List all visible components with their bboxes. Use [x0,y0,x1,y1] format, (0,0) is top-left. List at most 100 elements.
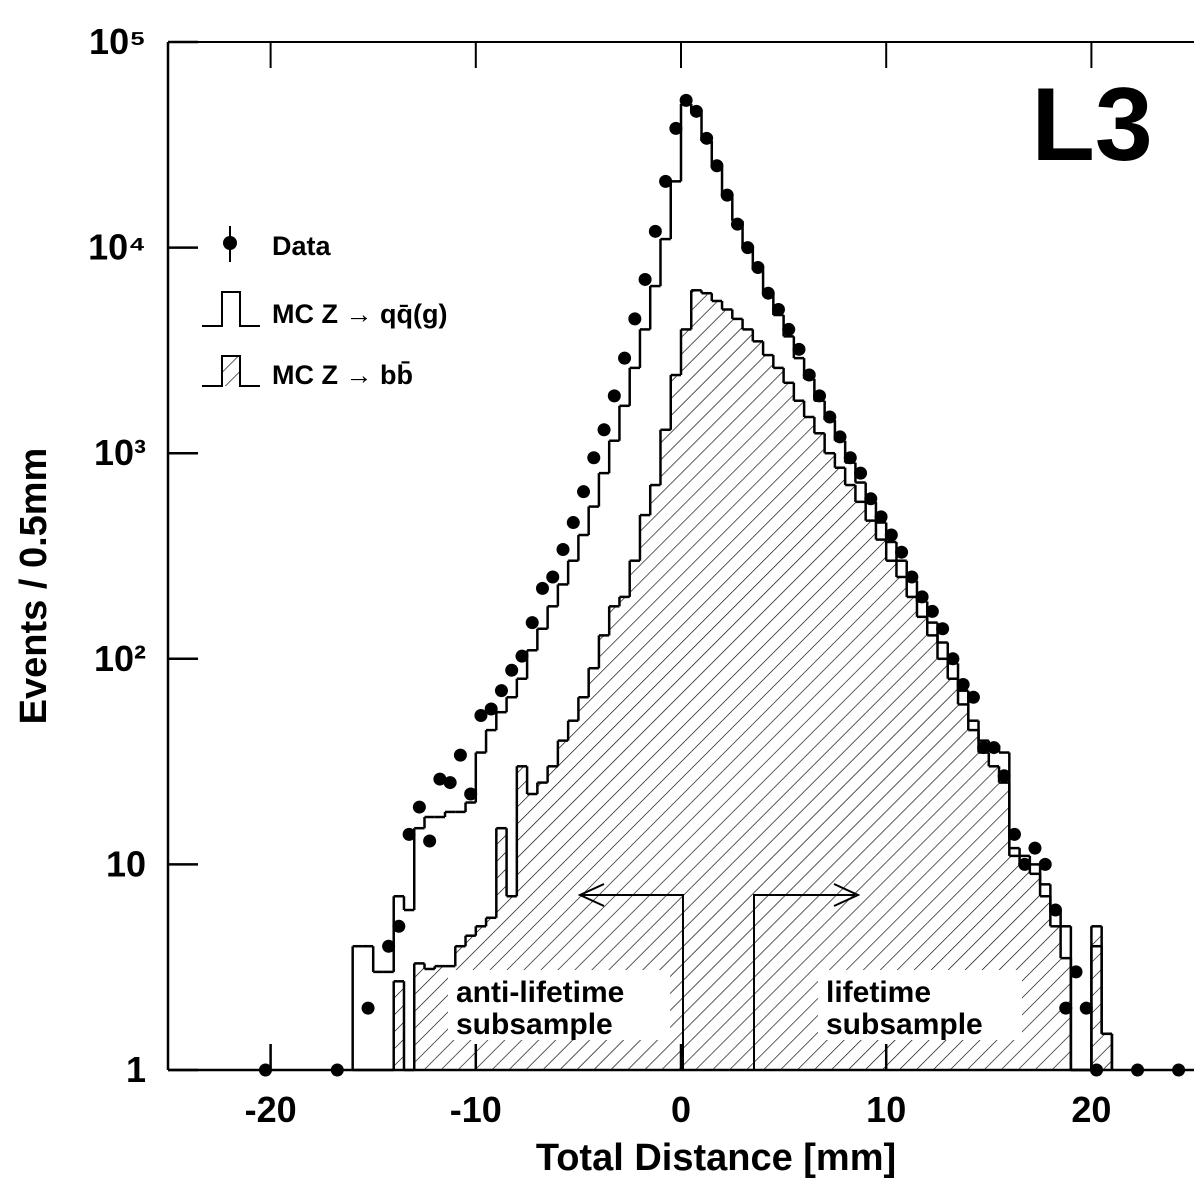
bar [1019,864,1030,1070]
bar [886,560,897,1070]
data-point [1048,903,1062,917]
legend-symbol [223,236,237,250]
bar [958,704,969,1070]
y-tick-label: 10² [94,638,146,679]
bar [609,606,620,1070]
bar [865,520,876,1070]
x-tick-label: 20 [1071,1089,1111,1130]
data-point [648,224,662,238]
data-point [546,570,560,584]
data-point [700,131,714,145]
data-point [535,581,549,595]
bar [814,433,825,1071]
data-point [997,769,1011,783]
annotation: subsample [826,1008,983,1041]
y-tick-label: 1 [126,1049,146,1090]
data-point [854,466,868,480]
annotation: lifetime [826,976,931,1009]
x-tick-label: 10 [866,1089,906,1130]
annotation: anti-lifetime [456,976,624,1009]
data-point [823,410,837,424]
cut-markers [577,883,861,1070]
plot-layer: -20 -10 0 10 20 1 10 10² 10³ 10⁴ 10⁵ [88,21,1194,1130]
data-point [1069,965,1083,979]
data-point [792,342,806,356]
cut-line-left [582,894,684,1070]
legend-label: MC Z → bb̄ [272,360,413,390]
data-point [730,217,744,231]
bar [1050,926,1061,1070]
data-point [525,616,539,630]
bar [855,501,866,1070]
data-point [515,649,529,663]
bar [875,539,887,1070]
data-point [577,485,591,499]
legend-symbol [222,356,240,386]
legend-label: MC Z → qq̄(g) [272,299,447,329]
bar [1091,926,1102,1070]
bar [916,616,928,1070]
y-tick-label: 10⁵ [89,21,146,62]
bar [752,341,764,1070]
data-point [720,188,734,202]
bar [547,766,558,1070]
bar [732,318,743,1070]
data-point [638,272,652,286]
y-tick-label: 10³ [94,432,146,473]
data-point [505,663,519,677]
bar [1029,873,1041,1070]
data-point [1038,857,1052,871]
data-point [802,368,816,382]
data-point [966,690,980,704]
data-point [771,302,785,316]
annotation: subsample [456,1008,613,1041]
data-point [392,919,406,933]
data-point [977,741,991,755]
bar [927,635,938,1070]
bar [999,782,1010,1070]
data-point [864,492,878,506]
data-point [782,322,796,336]
bar [588,668,599,1070]
data-point [443,776,457,790]
arrow-left [577,883,605,907]
bar [1009,855,1020,1070]
y-axis-label: Events / 0.5mm [13,448,55,725]
data-point [464,787,478,801]
bar [896,576,907,1070]
data-point [925,604,939,618]
bar [824,453,835,1070]
data-point [669,121,683,135]
data-point [884,528,898,542]
data-point [587,451,601,465]
bar [568,720,579,1070]
bar [968,730,979,1070]
x-tick-label: -10 [450,1089,502,1130]
data-point [843,451,857,465]
x-tick-label: -20 [245,1089,297,1130]
bar [393,981,404,1070]
data-point [453,748,467,762]
cut-line-right [753,894,855,1070]
data-point [905,570,919,584]
bar [978,752,989,1070]
arrow-right [833,883,861,907]
data-point [628,312,642,326]
legend-label: Data [272,231,332,261]
data-point [607,389,621,403]
bar [496,828,507,1070]
bar [639,515,651,1070]
annotation-bg [818,970,1022,1040]
data-point [741,241,755,255]
bar [947,678,959,1070]
data-point [915,590,929,604]
data-point [956,677,970,691]
bar [845,485,856,1070]
data-point [566,516,580,530]
data-point [1028,841,1042,855]
legend-symbol [202,355,260,387]
bar [763,355,774,1070]
data-point [689,104,703,118]
bar [988,766,1000,1070]
